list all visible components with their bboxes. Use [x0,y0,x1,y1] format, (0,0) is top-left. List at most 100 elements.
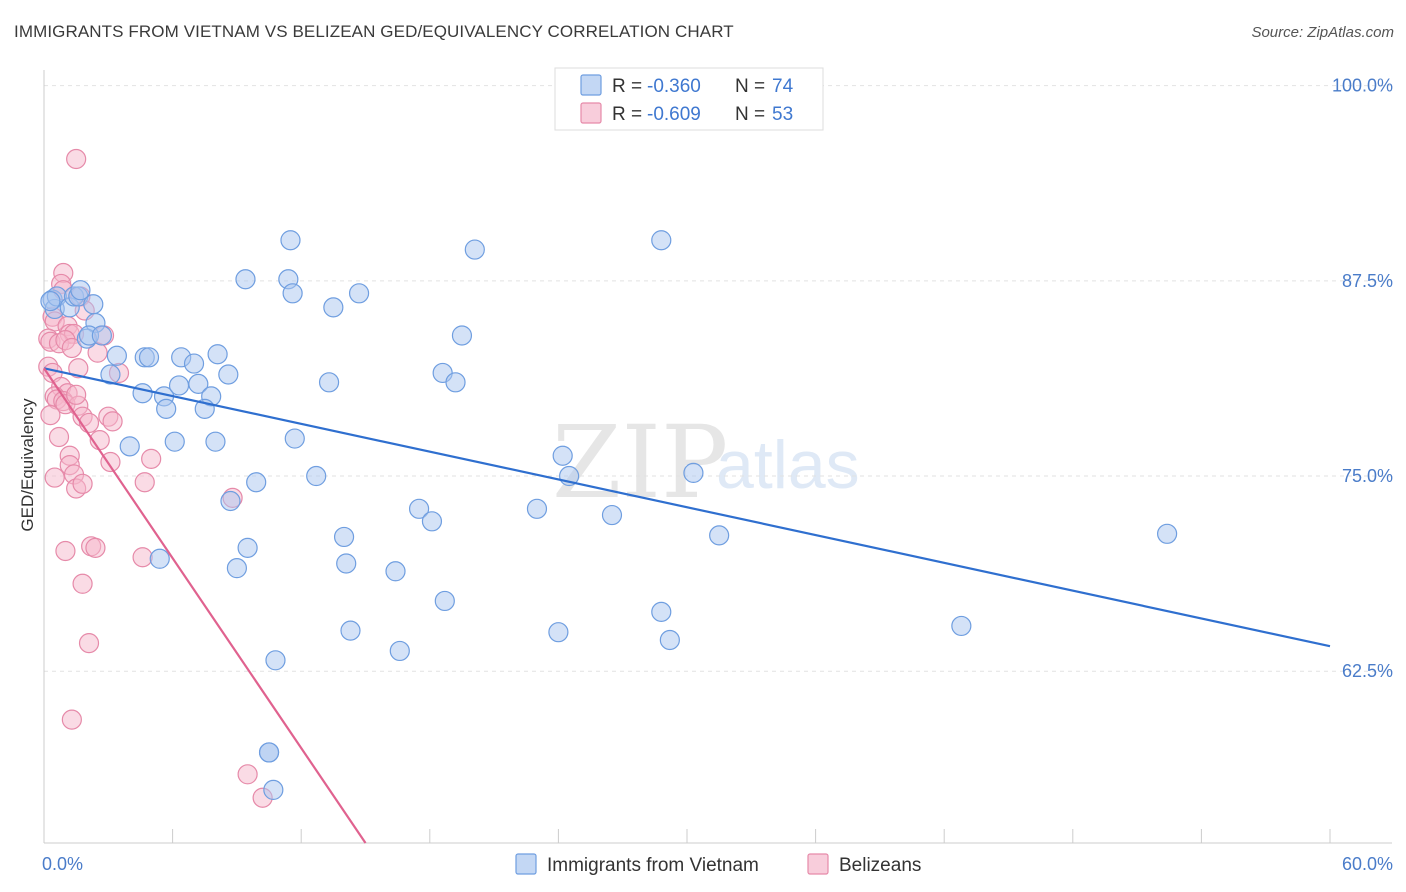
watermark-zip: ZIP [552,404,728,521]
point-vietnam-20 [132,383,153,404]
point-belizean-53 [61,709,82,730]
legend-r-value-0: -0.360 [647,76,701,97]
point-belizean-0 [66,148,87,170]
point-vietnam-44 [246,472,267,493]
point-vietnam-55 [333,526,355,548]
point-belizean-43 [100,451,121,473]
legend-r-label-0: R = [612,76,642,97]
point-vietnam-51 [601,504,623,526]
legend-n-label-1: N = [735,104,765,125]
point-vietnam-47 [421,511,443,532]
point-belizean-54 [237,764,258,785]
trend-line-belizeans [43,367,367,844]
series-belizeans [38,148,273,808]
point-vietnam-6 [70,280,91,301]
point-belizean-16 [61,337,82,359]
point-vietnam-33 [323,297,344,318]
point-vietnam-61 [434,590,455,612]
point-belizean-44 [141,448,162,469]
point-belizean-48 [85,537,106,558]
point-vietnam-71 [951,615,972,637]
series-immigrants-from-vietnam [40,230,1178,801]
point-belizean-42 [72,473,93,494]
legend-r-label-1: R = [612,104,642,125]
y-tick-label-1: 75.0% [1342,466,1393,486]
bottom-legend-swatch-blue [515,853,537,875]
y-axis-label: GED/Equivalency [18,398,37,532]
point-vietnam-72 [40,291,61,312]
point-belizean-45 [134,472,155,493]
point-vietnam-66 [389,640,410,662]
point-vietnam-65 [340,620,361,641]
chart-title: IMMIGRANTS FROM VIETNAM VS BELIZEAN GED/… [14,22,734,41]
point-vietnam-43 [306,465,327,487]
point-vietnam-64 [548,622,569,643]
point-vietnam-58 [149,548,170,569]
bottom-legend-swatch-pink [807,853,829,875]
point-vietnam-38 [451,325,473,346]
point-vietnam-62 [651,601,672,622]
legend-n-value-0: 74 [772,76,794,97]
point-belizean-32 [78,412,100,434]
point-belizean-30 [40,405,61,426]
point-vietnam-17 [183,353,205,374]
point-vietnam-27 [119,436,140,457]
point-belizean-52 [78,633,100,654]
point-vietnam-36 [464,239,485,260]
point-vietnam-29 [205,431,226,452]
point-vietnam-70 [263,779,284,801]
point-belizean-34 [102,411,123,432]
watermark: ZIP atlas [552,404,860,521]
legend-n-value-1: 53 [772,104,793,125]
point-vietnam-7 [83,294,104,315]
watermark-atlas: atlas [716,427,860,503]
point-vietnam-46 [408,498,430,519]
point-vietnam-45 [220,490,241,512]
axes [43,70,1392,844]
legend-swatch-pink [580,102,602,124]
point-vietnam-11 [91,325,112,346]
point-vietnam-69 [258,742,280,763]
y-tick-label-0: 62.5% [1342,661,1393,681]
x-tick-labels: 0.0% 60.0% [42,854,1393,874]
point-vietnam-57 [226,558,247,579]
point-vietnam-48 [526,498,548,519]
point-vietnam-25 [156,398,177,419]
point-vietnam-21 [168,375,190,396]
legend-n-label-0: N = [735,76,765,97]
point-vietnam-13 [100,364,121,385]
point-vietnam-41 [318,372,340,393]
trend-line-vietnam [43,367,1331,648]
legend-swatch-blue [580,74,602,96]
bottom-legend-label-belizeans: Belizeans [839,855,921,876]
y-tick-label-3: 100.0% [1332,76,1393,96]
bottom-legend-label-vietnam: Immigrants from Vietnam [547,855,759,876]
point-belizean-49 [55,540,76,562]
point-belizean-35 [48,426,70,448]
point-vietnam-35 [280,230,301,251]
point-vietnam-12 [106,345,127,366]
point-vietnam-40 [445,372,466,393]
point-vietnam-54 [1157,523,1178,544]
point-vietnam-63 [659,629,680,651]
point-vietnam-32 [282,283,303,304]
point-vietnam-37 [651,230,672,251]
point-vietnam-56 [237,537,258,558]
bottom-legend: Immigrants from Vietnam Belizeans [515,853,921,876]
point-belizean-40 [44,467,65,488]
point-belizean-51 [72,573,93,594]
point-vietnam-15 [138,347,160,368]
point-vietnam-18 [207,344,228,365]
point-vietnam-59 [336,553,357,574]
legend-r-value-1: -0.609 [647,104,701,125]
legend: R = -0.360 N = 74 R = -0.609 N = 53 [554,67,824,131]
point-belizean-29 [66,384,87,405]
point-vietnam-53 [709,525,730,546]
point-vietnam-34 [348,283,370,304]
point-vietnam-30 [235,269,256,290]
point-vietnam-28 [164,431,185,452]
point-vietnam-52 [683,462,704,483]
point-vietnam-24 [218,364,239,385]
point-vietnam-67 [265,650,286,671]
x-tick-label-max: 60.0% [1342,854,1393,874]
